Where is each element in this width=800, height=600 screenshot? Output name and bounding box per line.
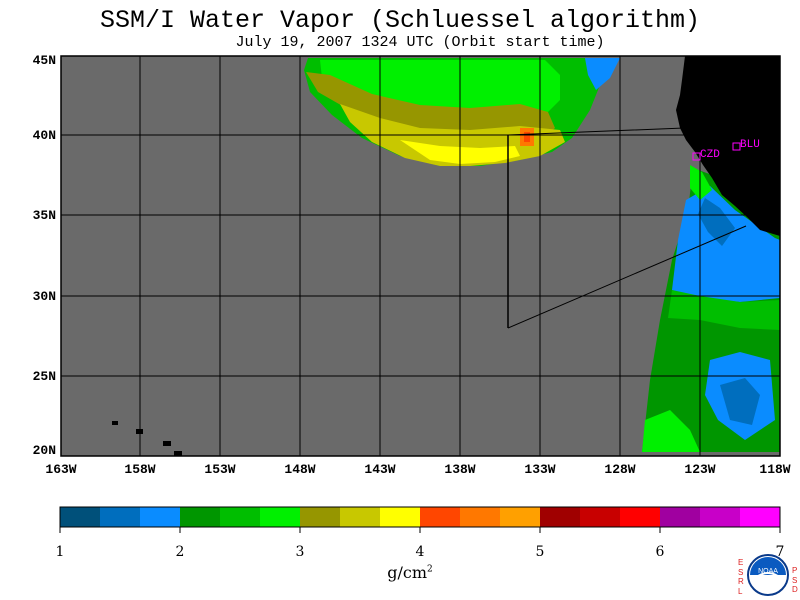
- east-swath-bright-band: [668, 290, 780, 330]
- lat-label-40n: 40N: [32, 128, 56, 143]
- colorbar-tick-1: 1: [55, 544, 65, 560]
- lat-label-35n: 35N: [32, 208, 56, 223]
- lon-label-143w: 143W: [364, 462, 396, 477]
- logo-psd-text: PSD: [792, 566, 798, 594]
- east-swath: [642, 165, 780, 452]
- east-swath-bright-lower: [642, 410, 700, 452]
- site-marker-czd: [692, 152, 701, 161]
- east-swath-darkblue-lower: [720, 378, 760, 425]
- site-label-czd: CZD: [700, 149, 720, 161]
- lat-label-20n: 20N: [32, 443, 56, 458]
- lat-label-25n: 25N: [32, 369, 56, 384]
- site-marker-blu: [732, 142, 741, 151]
- analysis-region-south-edge: [507, 225, 747, 329]
- map-title: SSM/I Water Vapor (Schluessel algorithm): [99, 6, 701, 35]
- lat-label-30n: 30N: [32, 289, 56, 304]
- lon-label-128w: 128W: [604, 462, 636, 477]
- lon-label-148w: 148W: [284, 462, 316, 477]
- colorbar-tick-4: 4: [415, 544, 425, 560]
- lon-label-158w: 158W: [124, 462, 156, 477]
- lon-label-123w: 123W: [684, 462, 716, 477]
- lat-label-45n: 45N: [32, 53, 56, 68]
- lon-label-138w: 138W: [444, 462, 476, 477]
- colorbar-unit-sup: 2: [427, 564, 433, 575]
- north-swath-red-spot: [524, 132, 530, 142]
- east-swath-darkblue: [698, 198, 735, 246]
- map-subtitle: July 19, 2007 1324 UTC (Orbit start time…: [235, 34, 605, 51]
- map-frame: [60, 55, 781, 457]
- east-swath-coast-strip: [690, 165, 712, 200]
- island-hawaii: [174, 451, 182, 456]
- lon-label-133w: 133W: [524, 462, 556, 477]
- logo-psd-letters: PSD: [792, 566, 798, 595]
- colorbar-tick-5: 5: [535, 544, 545, 560]
- noaa-logo-text: NOAA: [758, 568, 778, 575]
- analysis-region-outline: [507, 127, 687, 136]
- colorbar-unit: g/cm2: [380, 563, 440, 582]
- site-label-blu: BLU: [740, 139, 760, 151]
- lon-label-163w: 163W: [45, 462, 77, 477]
- graticule: [61, 56, 780, 456]
- land-north-america: [676, 56, 780, 236]
- lon-label-153w: 153W: [204, 462, 236, 477]
- colorbar-tick-3: 3: [295, 544, 305, 560]
- island-maui: [163, 441, 171, 446]
- colorbar-tick-6: 6: [655, 544, 665, 560]
- logo-esrl-letters: ESRL: [738, 558, 744, 596]
- island-kauai: [112, 421, 118, 425]
- colorbar-tick-2: 2: [175, 544, 185, 560]
- logo-esrl-text: ESRL: [738, 558, 744, 596]
- lon-label-118w: 118W: [759, 462, 791, 477]
- noaa-logo-icon: NOAA: [747, 554, 789, 596]
- north-swath-blue-corner: [585, 58, 620, 90]
- colorbar-unit-text: g/cm: [387, 563, 428, 582]
- colorbar-tick-7: 7: [775, 544, 785, 560]
